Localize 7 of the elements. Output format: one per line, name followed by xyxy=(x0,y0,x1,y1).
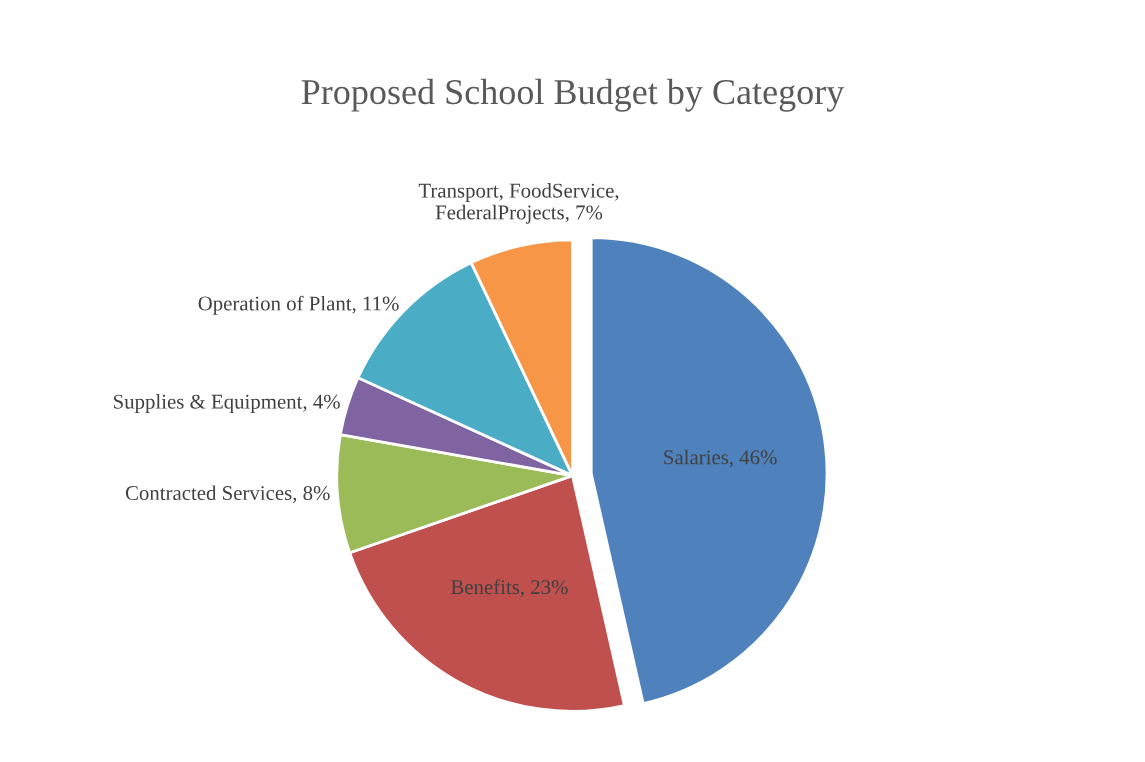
slice-label: Transport, FoodService, FederalProjects, 7% xyxy=(418,183,619,224)
chart-title: Proposed School Budget by Category xyxy=(301,78,845,112)
slice-label: Supplies & Equipment, 4% xyxy=(113,394,340,413)
slice-label: Contracted Services, 8% xyxy=(125,485,330,504)
slice-label: Operation of Plant, 11% xyxy=(198,295,399,315)
slice-label: Salaries, 46% xyxy=(664,449,777,468)
slice-label: Benefits, 23% xyxy=(451,579,568,598)
